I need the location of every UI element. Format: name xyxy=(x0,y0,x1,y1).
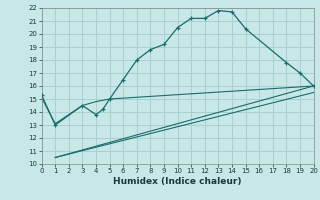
X-axis label: Humidex (Indice chaleur): Humidex (Indice chaleur) xyxy=(113,177,242,186)
